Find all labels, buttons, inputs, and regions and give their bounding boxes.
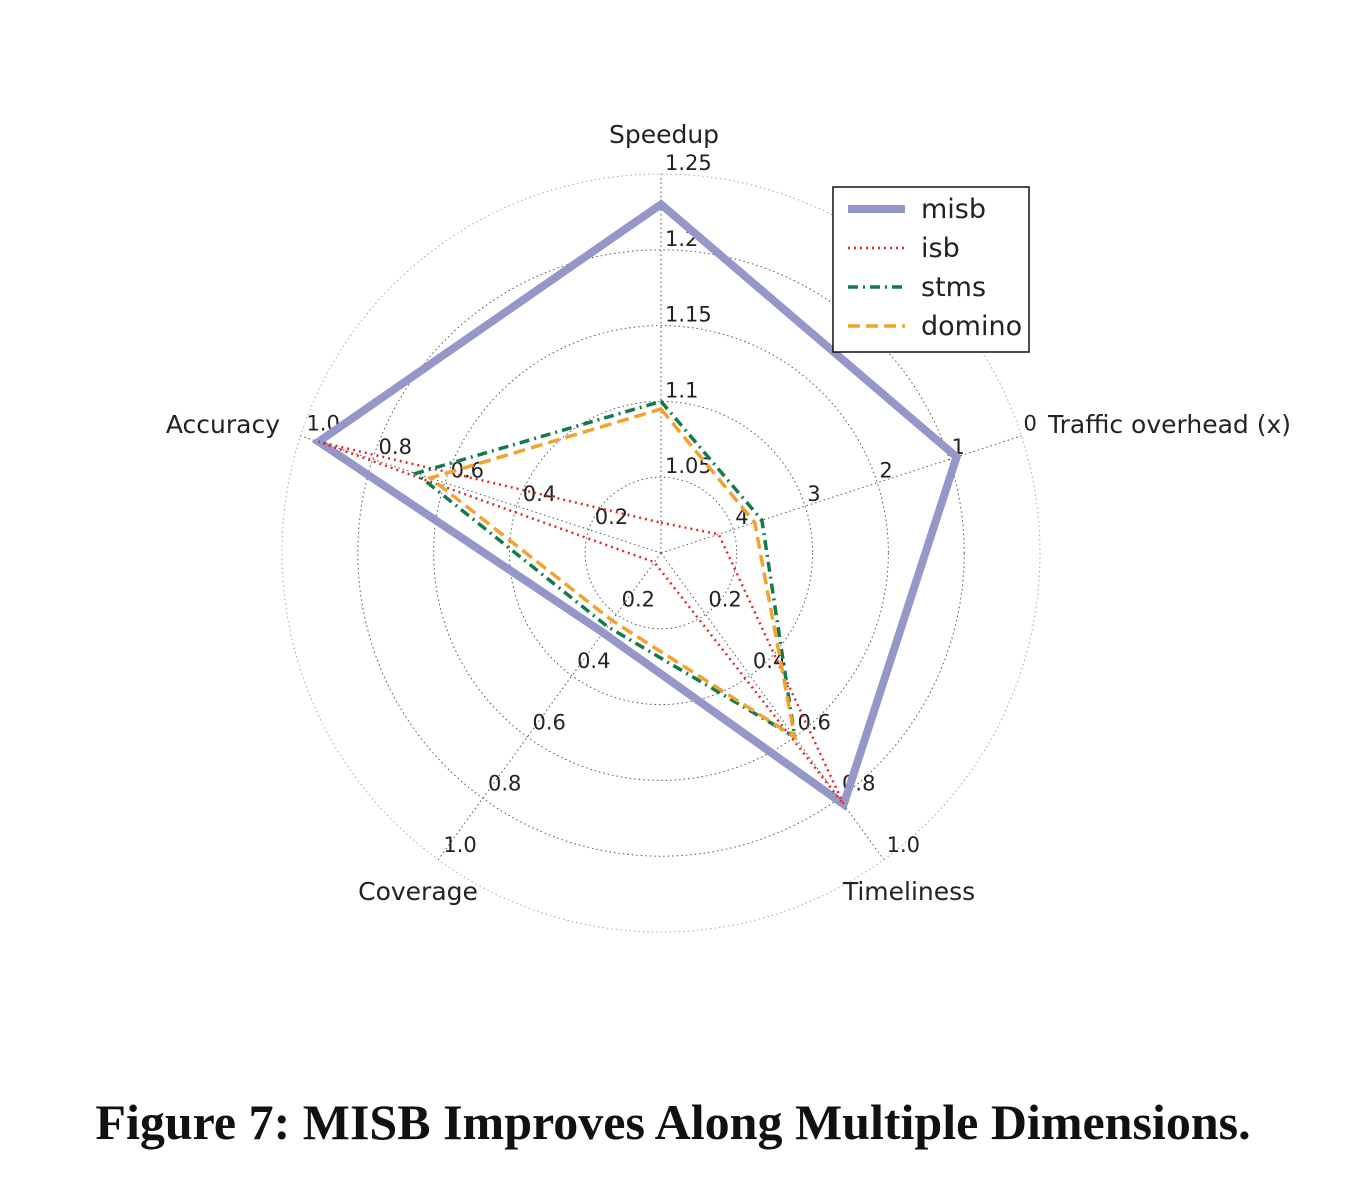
grid-circle [281, 173, 1041, 933]
tick-label: 2 [879, 458, 892, 482]
tick-label: 3 [807, 482, 820, 506]
tick-label: 0.2 [622, 588, 655, 612]
tick-labels: 1.051.11.151.21.25432100.20.40.60.81.00.… [306, 151, 1036, 857]
tick-label: 0.8 [488, 772, 521, 796]
tick-label: 0.8 [379, 435, 412, 459]
legend: misb isb stms domino [832, 186, 1030, 353]
grid-circle [357, 249, 965, 857]
spoke-traffic-overhead-x [660, 435, 1022, 554]
grid-circle [433, 325, 889, 781]
grid-circle [584, 476, 738, 630]
axis-label-speedup: Speedup [609, 120, 719, 149]
legend-box [832, 186, 1030, 353]
tick-label: 0 [1024, 412, 1037, 436]
radar-grid [281, 173, 1041, 933]
legend-label-isb: isb [921, 233, 960, 264]
tick-label: 0.6 [797, 710, 830, 734]
series-stms [412, 399, 797, 741]
series-misb [311, 199, 962, 811]
tick-label: 1.05 [665, 454, 712, 478]
tick-label: 0.2 [595, 505, 628, 529]
series-isb [318, 440, 845, 806]
tick-label: 1.0 [443, 833, 476, 857]
axis-label-accuracy: Accuracy [166, 410, 280, 439]
axis-label-timeliness: Timeliness [842, 877, 975, 906]
series-lines [311, 199, 962, 811]
axis-label-coverage: Coverage [358, 877, 478, 906]
series-domino [426, 406, 798, 741]
spoke-coverage [437, 552, 662, 860]
legend-label-domino: domino [921, 311, 1022, 342]
tick-label: 0.6 [533, 710, 566, 734]
tick-label: 0.4 [577, 649, 610, 673]
tick-label: 0.4 [523, 482, 556, 506]
legend-label-misb: misb [921, 194, 986, 225]
axis-label-traffic-overhead-x: Traffic overhead (x) [1047, 410, 1291, 439]
spoke-timeliness [660, 552, 885, 860]
tick-label: 1.1 [665, 378, 698, 402]
legend-label-stms: stms [921, 272, 986, 303]
grid-circle [508, 400, 814, 706]
tick-label: 1.25 [665, 151, 712, 175]
radar-chart: 1.051.11.151.21.25432100.20.40.60.81.00.… [166, 120, 1291, 933]
tick-label: 1.15 [665, 303, 712, 327]
spoke-accuracy [300, 435, 662, 554]
axis-labels: Speedup Traffic overhead (x) Timeliness Cov… [166, 120, 1291, 906]
tick-label: 0.2 [708, 588, 741, 612]
tick-label: 1.0 [887, 833, 920, 857]
figure-caption: Figure 7: MISB Improves Along Multiple D… [95, 1094, 1251, 1150]
